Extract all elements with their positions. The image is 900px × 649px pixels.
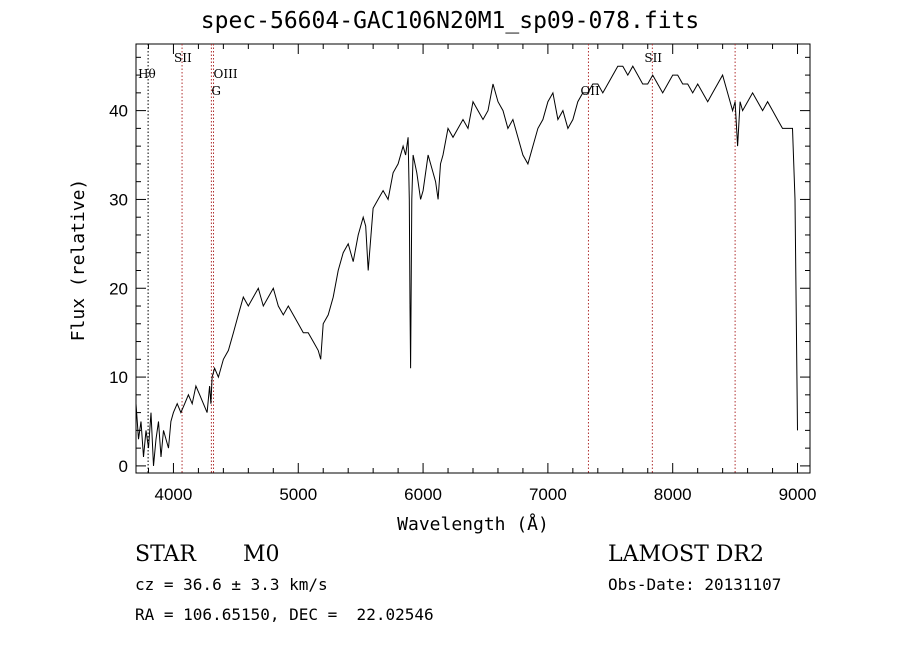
line-markers: Hθ SII OIII G OII SII (138, 44, 736, 473)
subclass-label: M0 (243, 542, 280, 567)
chart-title: spec-56604-GAC106N20M1_sp09-078.fits (200, 8, 700, 34)
line-marker-label: Hθ (138, 67, 156, 81)
line-marker-label: G (211, 84, 221, 98)
line-marker-label: OII (580, 84, 600, 98)
x-tick-label: 4000 (155, 485, 193, 504)
y-axis-label: Flux (relative) (68, 179, 89, 342)
cz-label: cz = 36.6 ± 3.3 km/s (135, 575, 328, 594)
y-tick-label: 30 (109, 190, 128, 209)
line-marker-label: SII (174, 51, 192, 65)
y-tick-label: 0 (119, 457, 128, 476)
tick-labels: 4000 5000 6000 7000 8000 9000 0 10 20 30 40 (109, 102, 816, 504)
y-tick-label: 10 (109, 368, 128, 387)
x-tick-label: 6000 (404, 485, 442, 504)
axis-ticks (136, 44, 810, 473)
obs-date-label: Obs-Date: 20131107 (608, 575, 782, 594)
x-axis-label: Wavelength (Å) (397, 513, 549, 535)
y-tick-label: 20 (109, 279, 128, 298)
radec-label: RA = 106.65150, DEC = 22.02546 (135, 605, 434, 624)
y-tick-label: 40 (109, 102, 128, 121)
line-marker-label: SII (644, 51, 662, 65)
survey-label: LAMOST DR2 (608, 542, 764, 567)
line-marker-label: OIII (214, 67, 238, 81)
class-label: STAR (135, 542, 196, 567)
x-tick-label: 8000 (654, 485, 692, 504)
x-tick-label: 9000 (779, 485, 817, 504)
x-tick-label: 7000 (529, 485, 567, 504)
plot-frame (135, 43, 811, 474)
x-tick-label: 5000 (279, 485, 317, 504)
spectrum-series-line (135, 65, 798, 466)
